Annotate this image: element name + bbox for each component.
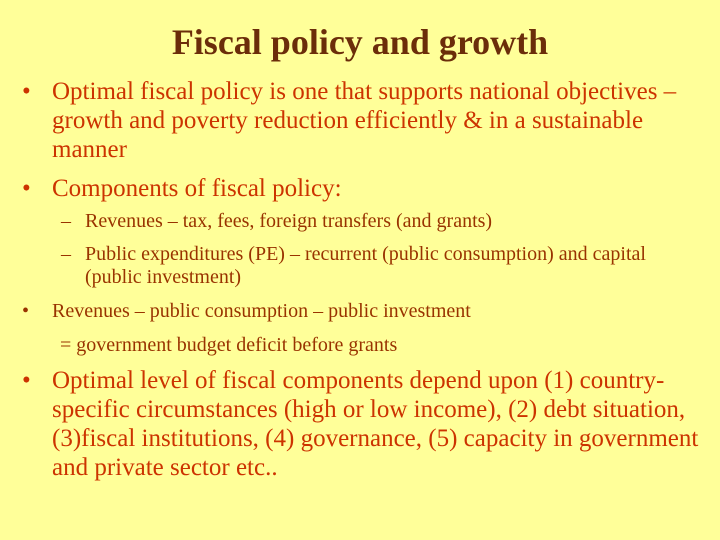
bullet-icon: • <box>22 175 31 202</box>
sub-bullet-text: Revenues – tax, fees, foreign transfers … <box>85 210 493 232</box>
bullet-optimal-fiscal-policy: • Optimal fiscal policy is one that supp… <box>22 77 702 164</box>
bullet-revenues-equation: • Revenues – public consumption – public… <box>22 299 692 323</box>
bullet-text: Components of fiscal policy: <box>52 175 342 202</box>
bullet-continuation: = government budget deficit before grant… <box>60 334 398 356</box>
slide-title: Fiscal policy and growth <box>171 22 549 62</box>
bullet-text: Optimal fiscal policy is one that suppor… <box>52 78 677 163</box>
sub-bullet-revenues: – Revenues – tax, fees, foreign transfer… <box>61 210 705 233</box>
sub-bullet-text: Public expenditures (PE) – recurrent (pu… <box>85 243 646 288</box>
dash-icon: – <box>61 243 71 265</box>
sub-bullet-public-expenditures: – Public expenditures (PE) – recurrent (… <box>61 243 705 289</box>
bullet-icon: • <box>22 78 31 105</box>
bullet-icon: • <box>22 367 31 394</box>
bullet-icon: • <box>22 300 30 322</box>
bullet-components: • Components of fiscal policy: <box>22 174 702 203</box>
bullet-text: Revenues – public consumption – public i… <box>52 300 471 322</box>
bullet-optimal-level: • Optimal level of fiscal components dep… <box>22 366 702 482</box>
dash-icon: – <box>61 210 71 232</box>
bullet-text: Optimal level of fiscal components depen… <box>52 367 699 481</box>
